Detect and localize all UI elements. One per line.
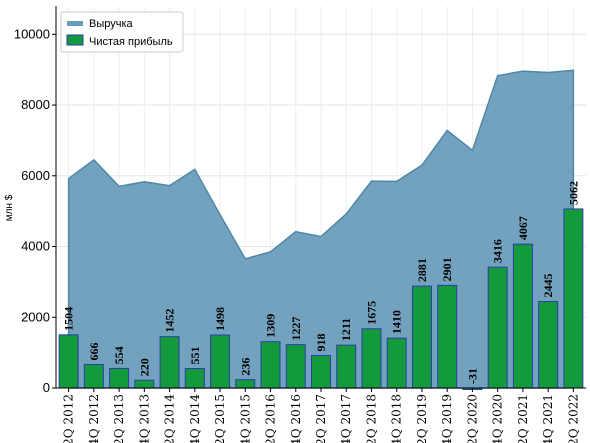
y-tick-label-2: 4000: [21, 239, 50, 254]
profit-data-label-7: 236: [238, 358, 252, 376]
profit-data-label-17: 3416: [491, 239, 505, 263]
profit-data-label-14: 2881: [415, 258, 429, 282]
profit-data-label-11: 1211: [339, 318, 353, 341]
profit-data-label-20: 5062: [566, 181, 580, 205]
x-ticks: 2Q 2012 4Q 2012 2Q 2013 4Q 2013 2Q 2014 4Q 20…: [62, 388, 580, 443]
x-tick-label-19: 4Q 2021: [541, 394, 555, 443]
data-labels: 1504 666 554 220 1452 551 1498 236 1309 1227 918 12…: [62, 181, 581, 384]
legend-revenue-swatch: [67, 21, 83, 26]
profit-data-label-12: 1675: [364, 301, 378, 325]
x-tick-label-6: 2Q 2015: [213, 394, 227, 443]
x-tick-label-13: 4Q 2018: [390, 394, 404, 443]
profit-bar-9: [285, 344, 306, 389]
profit-data-label-15: 2901: [440, 257, 454, 281]
profit-data-label-13: 1410: [390, 310, 404, 334]
profit-bar-6: [210, 334, 231, 389]
profit-bar-8: [260, 341, 281, 389]
legend-box: [60, 11, 184, 53]
legend: Выручка Чистая прибыль: [60, 11, 184, 53]
x-tick-label-9: 4Q 2016: [289, 394, 303, 443]
legend-profit-label: Чистая прибыль: [89, 36, 173, 48]
profit-bar-0: [58, 334, 79, 389]
x-tick-label-8: 2Q 2016: [264, 394, 278, 443]
x-tick-label-17: 4Q 2020: [491, 394, 505, 443]
x-tick-label-4: 2Q 2014: [163, 394, 177, 443]
profit-bar-19: [538, 301, 559, 389]
profit-data-label-4: 1452: [163, 309, 177, 333]
legend-profit-swatch: [66, 34, 84, 46]
profit-data-label-10: 918: [314, 334, 328, 352]
x-tick-label-18: 2Q 2021: [516, 394, 530, 443]
profit-bar-17: [487, 266, 508, 389]
legend-revenue-label: Выручка: [89, 18, 134, 30]
profit-data-label-19: 2445: [541, 274, 555, 298]
profit-bar-10: [311, 355, 331, 389]
profit-bar-4: [159, 336, 180, 389]
profit-bar-2: [109, 367, 130, 389]
x-tick-label-11: 4Q 2017: [339, 394, 353, 443]
x-tick-label-12: 2Q 2018: [364, 394, 378, 443]
profit-bar-1: [83, 363, 104, 389]
profit-data-label-3: 220: [137, 358, 151, 376]
profit-bar-18: [512, 243, 533, 389]
profit-data-label-18: 4067: [516, 216, 530, 240]
profit-data-label-6: 1498: [213, 307, 227, 331]
x-tick-label-20: 2Q 2022: [566, 394, 580, 443]
x-tick-label-0: 2Q 2012: [62, 394, 76, 443]
x-tick-label-16: 2Q 2020: [465, 394, 479, 443]
x-tick-label-5: 4Q 2014: [188, 394, 202, 443]
profit-bar-11: [336, 344, 357, 389]
profit-bar-7: [235, 379, 256, 389]
y-tick-label-1: 2000: [21, 309, 50, 324]
x-tick-label-15: 4Q 2019: [440, 394, 454, 443]
y-tick-label-3: 6000: [21, 168, 50, 183]
x-tick-label-14: 2Q 2019: [415, 394, 429, 443]
profit-bar-12: [361, 328, 382, 389]
x-tick-label-3: 4Q 2013: [137, 394, 151, 443]
profit-bar-20: [563, 208, 584, 389]
profit-bar-15: [437, 284, 458, 389]
profit-data-label-0: 1504: [62, 307, 76, 331]
y-tick-label-4: 8000: [21, 97, 50, 112]
profit-data-label-8: 1309: [264, 314, 278, 338]
profit-data-label-16: -31: [465, 368, 479, 384]
profit-bar-13: [386, 337, 407, 389]
x-tick-label-10: 2Q 2017: [314, 394, 328, 443]
y-tick-label-0: 0: [43, 380, 50, 395]
profit-data-label-5: 551: [188, 347, 202, 365]
y-ticks: 0 2000 4000 6000 8000 10000: [14, 26, 56, 395]
profit-data-label-1: 666: [87, 342, 101, 360]
profit-bar-5: [184, 368, 205, 389]
profit-data-label-2: 554: [112, 346, 126, 364]
x-tick-label-7: 4Q 2015: [238, 394, 252, 443]
profit-bar-14: [411, 285, 432, 389]
profit-data-label-9: 1227: [289, 317, 303, 341]
x-tick-label-2: 2Q 2013: [112, 394, 126, 443]
y-tick-label-5: 10000: [14, 26, 50, 41]
y-axis-label: млн $: [4, 194, 15, 221]
x-tick-label-1: 4Q 2012: [87, 394, 101, 443]
profit-bar-3: [134, 379, 155, 389]
